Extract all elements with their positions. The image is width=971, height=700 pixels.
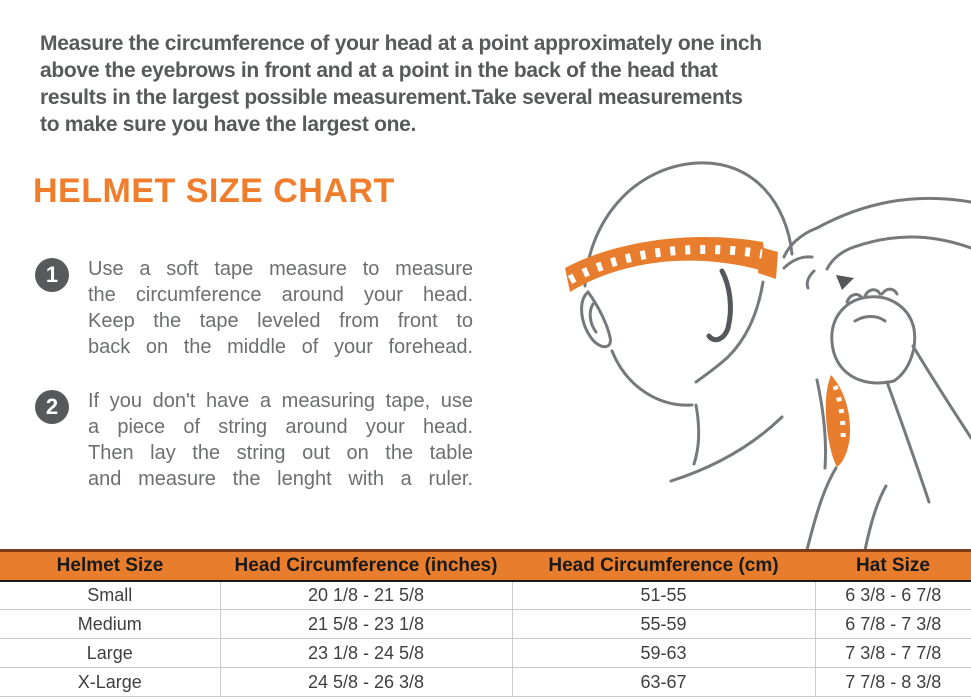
table-row: Medium 21 5/8 - 23 1/8 55-59 6 7/8 - 7 3/8 — [0, 609, 971, 639]
tape-tail-tick-marks — [832, 385, 846, 445]
intro-paragraph: Measure the circumference of your head a… — [40, 32, 762, 136]
step-1-number-badge: 1 — [35, 258, 69, 292]
table-cell: 6 7/8 - 7 3/8 — [814, 609, 971, 639]
table-cell: 55-59 — [511, 609, 815, 639]
step-2: 2 If you don't have a measuring tape, us… — [35, 388, 473, 492]
table-cell: 24 5/8 - 26 3/8 — [219, 667, 512, 697]
knuckle-shadow-shape — [836, 275, 854, 290]
size-table-header-row: Helmet Size Head Circumference (inches) He… — [0, 549, 971, 582]
step-2-text: If you don't have a measuring tape, use … — [88, 390, 473, 490]
size-table: Helmet Size Head Circumference (inches) He… — [0, 549, 971, 697]
table-cell: Large — [0, 638, 220, 668]
table-cell: 21 5/8 - 23 1/8 — [219, 609, 512, 639]
step-2-number-badge: 2 — [35, 390, 69, 424]
table-header-cell: Head Circumference (cm) — [512, 549, 815, 582]
table-cell: Small — [0, 580, 220, 610]
table-cell: 51-55 — [511, 580, 815, 610]
table-cell: 7 3/8 - 7 7/8 — [814, 638, 971, 668]
table-cell: 6 3/8 - 6 7/8 — [814, 580, 971, 610]
table-header-cell: Hat Size — [815, 549, 971, 582]
step-1: 1 Use a soft tape measure to measure the… — [35, 256, 473, 360]
table-row: X-Large 24 5/8 - 26 3/8 63-67 7 7/8 - 8 3/8 — [0, 667, 971, 697]
table-cell: Medium — [0, 609, 220, 639]
tape-tick-marks — [567, 244, 763, 284]
table-cell: 59-63 — [511, 638, 815, 668]
table-cell: 63-67 — [511, 667, 815, 697]
orange-tape-shapes — [565, 237, 851, 467]
table-cell: 23 1/8 - 24 5/8 — [219, 638, 512, 668]
table-header-cell: Head Circumference (inches) — [220, 549, 512, 582]
page-title: HELMET SIZE CHART — [33, 172, 395, 210]
measuring-tape-around-head-icon — [565, 161, 971, 550]
table-cell: 7 7/8 - 8 3/8 — [814, 667, 971, 697]
table-cell: X-Large — [0, 667, 220, 697]
table-header-cell: Helmet Size — [0, 549, 220, 582]
table-row: Large 23 1/8 - 24 5/8 59-63 7 3/8 - 7 7/8 — [0, 638, 971, 668]
step-1-text: Use a soft tape measure to measure the c… — [88, 258, 473, 358]
table-row: Small 20 1/8 - 21 5/8 51-55 6 3/8 - 6 7/8 — [0, 580, 971, 610]
table-cell: 20 1/8 - 21 5/8 — [219, 580, 512, 610]
